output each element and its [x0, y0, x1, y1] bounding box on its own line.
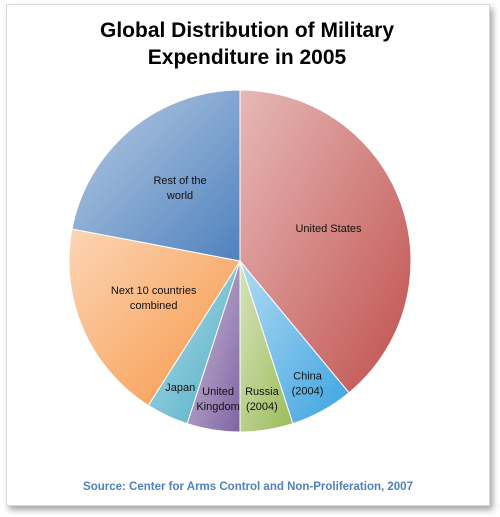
slice-label: Rest of the world: [153, 175, 206, 202]
chart-title: Global Distribution of Military Expendit…: [100, 19, 394, 69]
chart-card: Global Distribution of Military Expendit…: [6, 4, 490, 506]
slice-label: Russia (2004): [245, 386, 280, 413]
slice-label: China (2004): [292, 370, 324, 397]
slice-label: Japan: [165, 382, 195, 394]
source-note: Source: Center for Arms Control and Non-…: [83, 481, 413, 493]
slice-label: United States: [295, 223, 362, 235]
slice-label: Next 10 countries combined: [111, 285, 197, 312]
